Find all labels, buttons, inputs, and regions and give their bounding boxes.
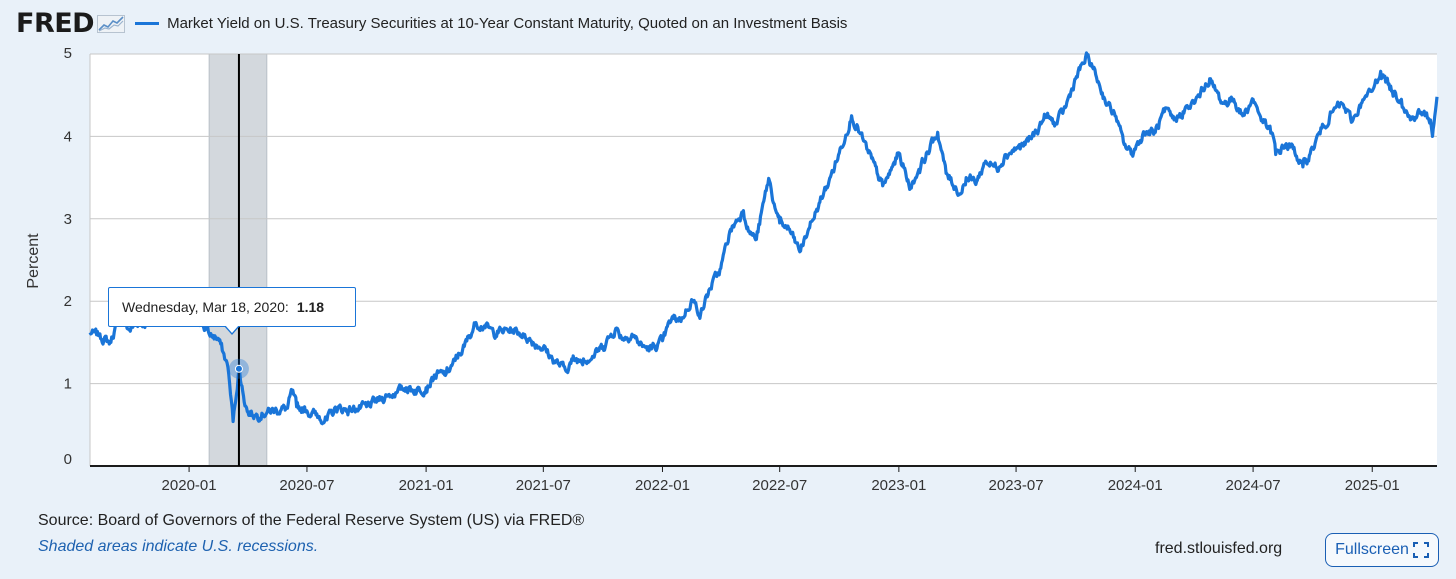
x-tick-label: 2023-07 [989, 477, 1044, 494]
fred-logo[interactable]: FRED [16, 7, 126, 39]
tooltip-pointer-inner [225, 325, 239, 333]
recession-note: Shaded areas indicate U.S. recessions. [38, 538, 319, 555]
x-tick-label: 2022-01 [635, 477, 690, 494]
fred-logo-text: FRED [16, 7, 95, 39]
tooltip-value: 1.18 [296, 299, 325, 315]
chart-header: FRED Market Yield on U.S. Treasury Secur… [16, 7, 847, 39]
fred-url[interactable]: fred.stlouisfed.org [1155, 540, 1283, 557]
x-tick-label: 2024-07 [1226, 477, 1281, 494]
line-chart[interactable]: 0 1 2 3 4 5 2020-01 2020-07 2021-01 2021-07 2022-0… [0, 36, 1456, 506]
legend: Market Yield on U.S. Treasury Securities… [135, 15, 847, 32]
y-tick-label: 3 [64, 211, 72, 228]
x-tick-label: 2022-07 [752, 477, 807, 494]
x-tick-label: 2021-01 [399, 477, 454, 494]
tooltip: Wednesday, Mar 18, 2020: 1.18 [108, 287, 356, 327]
y-tick-label: 1 [64, 376, 72, 393]
x-tick-label: 2025-01 [1345, 477, 1400, 494]
expand-icon [1412, 542, 1429, 558]
source-note: Source: Board of Governors of the Federa… [38, 512, 585, 529]
y-tick-label: 2 [64, 293, 72, 310]
y-tick-label: 4 [64, 128, 72, 145]
plot-area [90, 54, 1437, 466]
fullscreen-label: Fullscreen [1335, 541, 1409, 558]
series-line [88, 51, 1439, 426]
x-tick-label: 2020-01 [162, 477, 217, 494]
x-tick-label: 2024-01 [1108, 477, 1163, 494]
fullscreen-button[interactable]: Fullscreen [1325, 533, 1439, 567]
x-tick-label: 2020-07 [279, 477, 334, 494]
legend-series-label: Market Yield on U.S. Treasury Securities… [167, 14, 848, 32]
fred-graph-icon [97, 15, 126, 33]
legend-swatch [135, 21, 160, 25]
x-tick-label: 2021-07 [516, 477, 571, 494]
highlight-point[interactable] [234, 364, 243, 373]
tooltip-date: Wednesday, Mar 18, 2020: [122, 299, 289, 315]
y-tick-label: 0 [64, 451, 72, 468]
x-tick-label: 2023-01 [871, 477, 926, 494]
y-tick-label: 5 [64, 45, 72, 62]
y-axis-label: Percent [25, 233, 42, 289]
